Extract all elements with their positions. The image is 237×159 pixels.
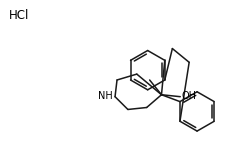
Text: NH: NH [98, 91, 113, 101]
Text: HCl: HCl [9, 9, 30, 22]
Text: OH: OH [181, 91, 196, 101]
